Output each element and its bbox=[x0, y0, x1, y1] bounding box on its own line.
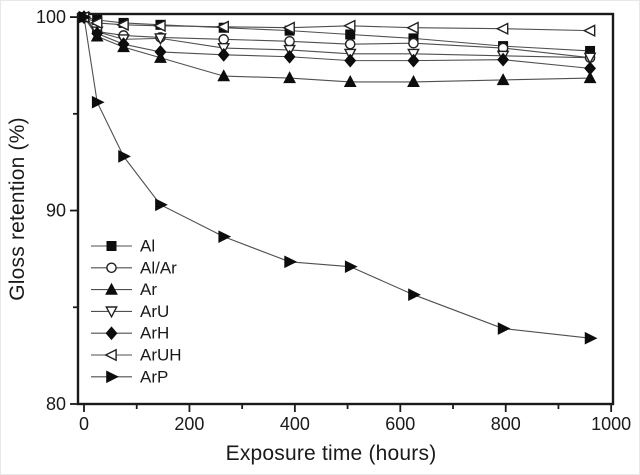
legend-item-Ar: Ar bbox=[91, 280, 157, 299]
legend-label: Al/Ar bbox=[140, 258, 177, 277]
x-tick-label: 800 bbox=[491, 414, 521, 434]
marker-triangle-right bbox=[155, 198, 168, 212]
marker-circle bbox=[408, 37, 419, 49]
legend-label: ArH bbox=[140, 324, 169, 343]
legend-label: ArU bbox=[140, 302, 169, 321]
marker-triangle-right bbox=[408, 288, 421, 302]
marker-circle bbox=[284, 35, 295, 47]
y-tick-label: 80 bbox=[46, 394, 66, 414]
legend-label: Al bbox=[140, 237, 155, 256]
marker-diamond bbox=[407, 53, 420, 68]
x-tick-label: 600 bbox=[385, 414, 415, 434]
series-ArP bbox=[83, 17, 591, 339]
marker-triangle-right bbox=[218, 230, 232, 243]
marker-triangle-left bbox=[342, 19, 356, 33]
marker-square bbox=[106, 240, 117, 251]
legend-item-Al/Ar: Al/Ar bbox=[91, 258, 177, 277]
marker-triangle-left bbox=[582, 24, 596, 37]
marker-triangle-right bbox=[344, 260, 358, 273]
legend-label: ArP bbox=[140, 367, 168, 386]
series-ArU bbox=[83, 16, 591, 59]
legend-item-ArUH: ArUH bbox=[91, 346, 182, 365]
x-tick-label: 400 bbox=[280, 414, 310, 434]
marker-triangle-left bbox=[153, 19, 166, 33]
marker-triangle-down bbox=[154, 33, 167, 46]
series-Al/Ar bbox=[83, 16, 591, 59]
series-markers-ArUH bbox=[76, 10, 596, 37]
y-tick-label: 100 bbox=[36, 7, 66, 27]
marker-triangle-left bbox=[89, 16, 103, 30]
legend-item-ArH: ArH bbox=[91, 324, 169, 343]
marker-circle bbox=[218, 34, 230, 45]
marker-triangle-left bbox=[406, 21, 419, 35]
marker-triangle-up bbox=[217, 69, 231, 82]
series-markers-ArH bbox=[78, 10, 596, 76]
x-tick-label: 0 bbox=[79, 414, 89, 434]
series-ArH bbox=[83, 16, 591, 69]
marker-triangle-down bbox=[105, 306, 118, 319]
marker-triangle-right bbox=[584, 331, 598, 345]
y-tick-label: 90 bbox=[46, 201, 66, 221]
marker-triangle-up bbox=[283, 71, 296, 84]
marker-diamond bbox=[105, 326, 118, 341]
marker-triangle-right bbox=[91, 95, 105, 109]
marker-triangle-up bbox=[583, 71, 597, 84]
marker-triangle-left bbox=[216, 20, 230, 34]
x-tick-label: 1000 bbox=[591, 414, 631, 434]
marker-diamond bbox=[117, 37, 130, 52]
series-Ar bbox=[83, 16, 591, 83]
axis-ticks: 0 200 400 600 800 1000 80 90 100 bbox=[36, 7, 631, 434]
marker-triangle-right bbox=[284, 255, 297, 269]
marker-triangle-right bbox=[106, 370, 119, 384]
marker-diamond bbox=[497, 52, 510, 67]
legend: Al Al/Ar Ar ArU ArH ArUH ArP bbox=[91, 237, 182, 386]
plot-frame bbox=[76, 12, 615, 406]
marker-triangle-left bbox=[116, 18, 129, 32]
marker-triangle-left bbox=[282, 21, 295, 35]
marker-triangle-up bbox=[407, 75, 420, 88]
marker-circle bbox=[344, 38, 356, 50]
legend-label: ArUH bbox=[140, 346, 182, 365]
x-tick-label: 200 bbox=[174, 414, 204, 434]
marker-triangle-up bbox=[343, 75, 357, 88]
marker-triangle-up bbox=[496, 73, 510, 86]
marker-diamond bbox=[344, 53, 357, 68]
series-markers-ArP bbox=[78, 10, 598, 345]
marker-diamond bbox=[584, 61, 596, 76]
series-Al bbox=[83, 16, 591, 52]
marker-triangle-up bbox=[105, 282, 118, 295]
y-axis-title: Gloss retention (%) bbox=[6, 117, 29, 301]
marker-diamond bbox=[283, 49, 296, 64]
marker-triangle-down bbox=[583, 52, 597, 65]
marker-diamond bbox=[154, 45, 167, 59]
marker-diamond bbox=[217, 47, 230, 62]
legend-item-ArP: ArP bbox=[91, 367, 168, 386]
marker-triangle-left bbox=[495, 22, 509, 36]
marker-triangle-right bbox=[118, 150, 131, 163]
marker-square bbox=[345, 29, 356, 40]
marker-triangle-right bbox=[497, 322, 511, 335]
legend-item-ArU: ArU bbox=[91, 302, 169, 321]
legend-item-Al: Al bbox=[91, 237, 155, 256]
x-axis-title: Exposure time (hours) bbox=[225, 442, 437, 465]
marker-triangle-left bbox=[104, 348, 117, 362]
marker-circle bbox=[106, 262, 117, 274]
series-ArUH bbox=[83, 16, 591, 32]
marker-triangle-right bbox=[78, 10, 92, 24]
legend-label: Ar bbox=[140, 280, 157, 299]
marker-diamond bbox=[91, 26, 104, 41]
